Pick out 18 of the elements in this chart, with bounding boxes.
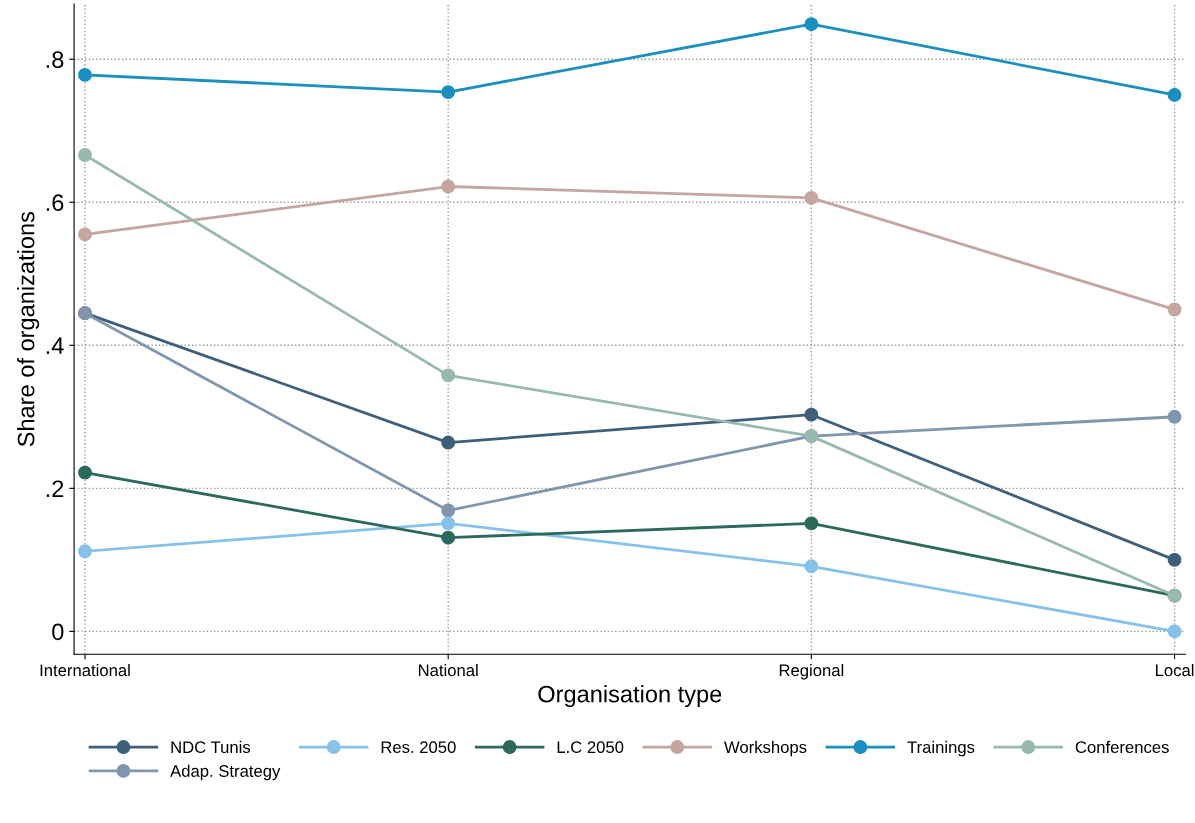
legend-label: Trainings <box>907 740 975 757</box>
legend-label: Adap. Strategy <box>170 764 281 781</box>
y-tick-label: .6 <box>46 194 64 212</box>
y-tick-label: .2 <box>46 480 64 497</box>
x-axis-title: Organisation type <box>538 685 722 708</box>
x-tick-label: National <box>418 664 478 677</box>
y-axis-title: Share of organizations <box>17 211 40 447</box>
y-tick-label: .8 <box>46 51 64 68</box>
y-tick-label: 0 <box>52 623 64 641</box>
x-tick-label: Local <box>1155 664 1194 677</box>
legend-label: Res. 2050 <box>381 741 456 754</box>
x-tick-label: Regional <box>779 664 844 680</box>
legend-label: L.C 2050 <box>557 741 624 754</box>
legend-label: Conferences <box>1075 740 1169 754</box>
legend-label: NDC Tunis <box>171 740 251 754</box>
x-tick-label: International <box>40 664 130 677</box>
legend-label: Workshops <box>724 740 807 757</box>
y-tick-label: .4 <box>46 337 64 354</box>
